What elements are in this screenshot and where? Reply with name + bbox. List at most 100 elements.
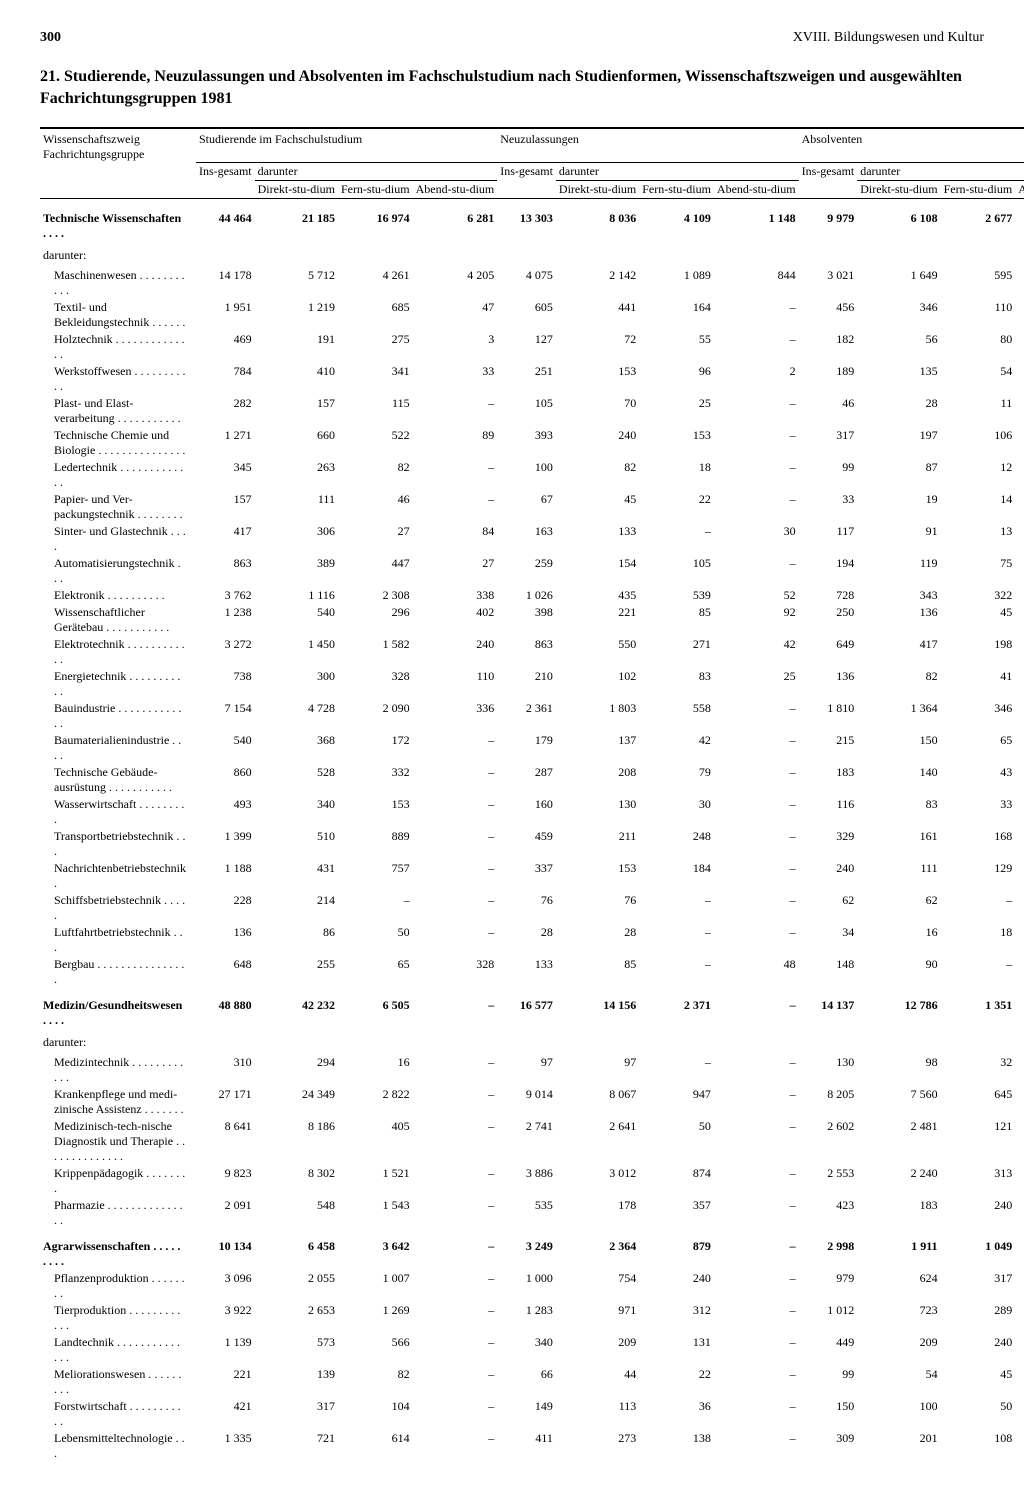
cell-value: – <box>413 1366 498 1398</box>
cell-value: – <box>1015 732 1024 764</box>
cell-value: 45 <box>556 491 639 523</box>
cell-value: 208 <box>556 764 639 796</box>
table-row: Holztechnik . . . . . . . . . . . . . .4… <box>40 331 1024 363</box>
cell-value: 11 <box>941 395 1016 427</box>
cell-value: 435 <box>556 587 639 604</box>
header-row-3: Direkt-stu-dium Fern-stu-dium Abend-stu-… <box>40 181 1024 199</box>
cell-value: 8 205 <box>799 1086 858 1118</box>
row-label: Holztechnik . . . . . . . . . . . . . . <box>40 331 196 363</box>
row-label: Technische Chemie und Biologie . . . . .… <box>40 427 196 459</box>
cell-value: 27 <box>413 555 498 587</box>
cell-value: 133 <box>556 523 639 555</box>
cell-value: 3 249 <box>497 1229 556 1270</box>
cell-value: 139 <box>255 1366 338 1398</box>
cell-value: 50 <box>338 924 413 956</box>
cell-value: – <box>714 299 799 331</box>
cell-value: 2 361 <box>497 700 556 732</box>
cell-value: – <box>714 828 799 860</box>
table-row: Pflanzenproduktion . . . . . . . .3 0962… <box>40 1270 1024 1302</box>
cell-value: 133 <box>497 956 556 988</box>
cell-value: 140 <box>857 764 940 796</box>
cell-value: – <box>1015 1054 1024 1086</box>
cell-value: – <box>1015 555 1024 587</box>
cell-value: – <box>639 523 714 555</box>
cell-value: 4 728 <box>255 700 338 732</box>
cell-value: 393 <box>497 427 556 459</box>
cell-value: 296 <box>338 604 413 636</box>
cell-value: 1 012 <box>799 1302 858 1334</box>
cell-value: 8 036 <box>556 201 639 242</box>
cell-value: 449 <box>799 1334 858 1366</box>
cell-value: – <box>639 956 714 988</box>
cell-value: 34 <box>799 924 858 956</box>
cell-value: 48 <box>714 956 799 988</box>
table-row: Krankenpflege und medi-zinische Assisten… <box>40 1086 1024 1118</box>
cell-value: 76 <box>556 892 639 924</box>
table-row: Werkstoffwesen . . . . . . . . . . .7844… <box>40 363 1024 395</box>
cell-value: – <box>714 1270 799 1302</box>
cell-value: – <box>714 924 799 956</box>
cell-value: – <box>413 892 498 924</box>
cell-value: 2 091 <box>196 1197 255 1229</box>
cell-value: 1 049 <box>941 1229 1016 1270</box>
cell-value: 86 <box>255 924 338 956</box>
table-row: Landtechnik . . . . . . . . . . . . . .1… <box>40 1334 1024 1366</box>
cell-value: 136 <box>799 668 858 700</box>
cell-value: 1 335 <box>196 1430 255 1462</box>
cell-value: 3 886 <box>497 1165 556 1197</box>
row-label: Ledertechnik . . . . . . . . . . . . . <box>40 459 196 491</box>
cell-value: 405 <box>338 1118 413 1165</box>
row-label: Transportbetriebstechnik . . . <box>40 828 196 860</box>
cell-value: 255 <box>255 956 338 988</box>
cell-value: 863 <box>497 636 556 668</box>
cell-value: 4 205 <box>413 267 498 299</box>
cell-value: 111 <box>857 860 940 892</box>
cell-value: 1 007 <box>338 1270 413 1302</box>
cell-value: 136 <box>196 924 255 956</box>
cell-value: 56 <box>857 331 940 363</box>
cell-value: 345 <box>196 459 255 491</box>
cell-value: 346 <box>857 299 940 331</box>
cell-value: 48 880 <box>196 988 255 1029</box>
cell-value: 614 <box>338 1430 413 1462</box>
cell-value: 2 090 <box>338 700 413 732</box>
page-header: 300 XVIII. Bildungswesen und Kultur <box>40 30 984 46</box>
cell-value: 22 <box>639 491 714 523</box>
cell-value: 70 <box>556 395 639 427</box>
cell-value: – <box>1015 764 1024 796</box>
cell-value: – <box>714 1118 799 1165</box>
row-label: Wissenschaftlicher Gerätebau . . . . . .… <box>40 604 196 636</box>
cell-value: 317 <box>255 1398 338 1430</box>
cell-value: 340 <box>497 1334 556 1366</box>
cell-value: 9 014 <box>497 1086 556 1118</box>
cell-value: 357 <box>639 1197 714 1229</box>
table-row: Ledertechnik . . . . . . . . . . . . .34… <box>40 459 1024 491</box>
cell-value: – <box>413 1270 498 1302</box>
cell-value: 417 <box>196 523 255 555</box>
cell-value: 131 <box>639 1334 714 1366</box>
cell-value: 317 <box>941 1270 1016 1302</box>
cell-value: 179 <box>497 732 556 764</box>
cell-value: – <box>714 491 799 523</box>
cell-value: 338 <box>413 587 498 604</box>
cell-value: – <box>714 459 799 491</box>
cell-value: – <box>413 1430 498 1462</box>
cell-value: 184 <box>639 860 714 892</box>
cell-value: 50 <box>639 1118 714 1165</box>
cell-value: 44 <box>556 1366 639 1398</box>
cell-value: 2 822 <box>338 1086 413 1118</box>
cell-value: 149 <box>497 1398 556 1430</box>
cell-value: 1 187 <box>1015 201 1024 242</box>
table-row: Elektronik . . . . . . . . . .3 7621 116… <box>40 587 1024 604</box>
cell-value: 62 <box>857 892 940 924</box>
cell-value: 18 <box>941 924 1016 956</box>
cell-value: 63 <box>1015 587 1024 604</box>
cell-value: 69 <box>1015 604 1024 636</box>
cell-value: 2 142 <box>556 267 639 299</box>
cell-value: 3 012 <box>556 1165 639 1197</box>
cell-value: 2 364 <box>556 1229 639 1270</box>
cell-value: 135 <box>857 363 940 395</box>
cell-value: 250 <box>799 604 858 636</box>
cell-value: – <box>714 427 799 459</box>
cell-value: 209 <box>556 1334 639 1366</box>
